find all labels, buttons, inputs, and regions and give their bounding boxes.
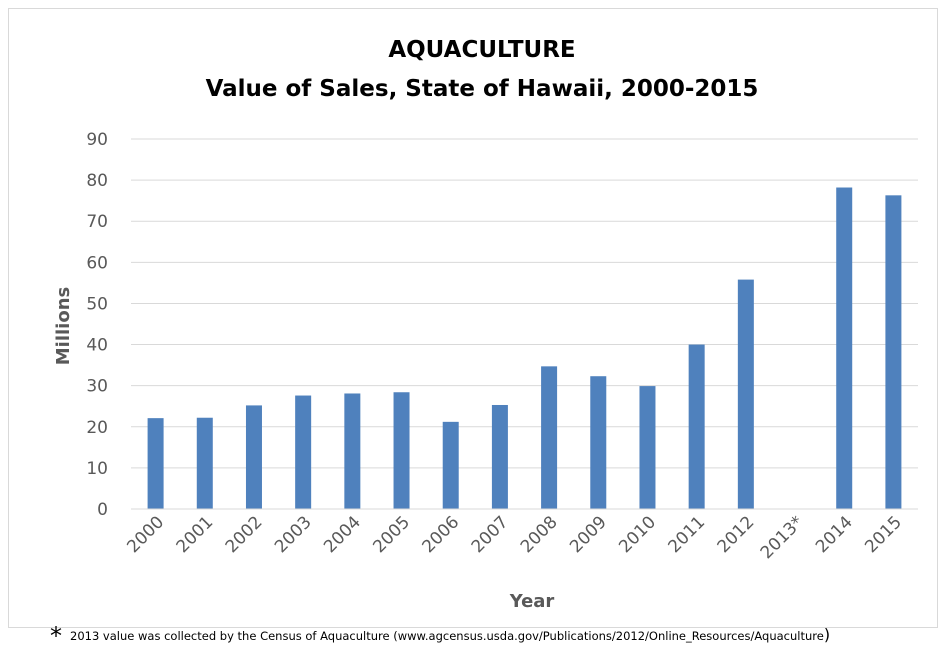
bar-2006 — [442, 421, 459, 509]
footnote-closing: ) — [823, 625, 831, 644]
bar-2015 — [885, 195, 902, 510]
bar-2003 — [295, 395, 312, 509]
x-tick-label: 2002 — [222, 512, 267, 557]
y-tick-label: 40 — [86, 336, 108, 356]
y-axis-tick-labels: 0 10 20 30 40 50 60 70 80 90 — [86, 130, 108, 520]
x-tick-label: 2009 — [566, 512, 611, 557]
x-tick-label: 2010 — [615, 512, 660, 557]
y-tick-label: 0 — [97, 500, 108, 520]
y-tick-label: 90 — [86, 130, 108, 150]
y-tick-label: 50 — [86, 294, 108, 314]
chart-title: AQUACULTURE — [388, 37, 575, 63]
bars — [147, 187, 902, 510]
y-tick-label: 10 — [86, 459, 108, 479]
x-tick-label: 2013* — [757, 512, 808, 563]
bar-2011 — [688, 344, 705, 509]
bar-2005 — [393, 392, 410, 509]
x-tick-label: 2007 — [468, 512, 513, 557]
bar-2007 — [491, 404, 508, 509]
y-axis-title: Millions — [53, 287, 74, 366]
chart-subtitle: Value of Sales, State of Hawaii, 2000-20… — [206, 76, 759, 102]
bar-2008 — [541, 366, 558, 509]
bar-2012 — [737, 279, 754, 509]
bar-2002 — [245, 405, 262, 509]
y-tick-label: 20 — [86, 418, 108, 438]
footnote: * 2013 value was collected by the Census … — [50, 622, 945, 652]
x-axis-tick-labels: 2000 2001 2002 2003 2004 2005 2006 2007 2008 2009… — [123, 512, 906, 563]
bar-2001 — [196, 417, 213, 509]
bar-2004 — [344, 393, 361, 509]
x-tick-label: 2004 — [320, 512, 365, 557]
x-tick-label: 2006 — [419, 512, 464, 557]
footnote-text: 2013 value was collected by the Census o… — [70, 629, 824, 643]
x-tick-label: 2000 — [123, 512, 168, 557]
x-tick-label: 2003 — [271, 512, 316, 557]
x-tick-label: 2015 — [861, 512, 906, 557]
x-tick-label: 2005 — [369, 512, 414, 557]
bar-2009 — [590, 376, 607, 509]
gridlines — [131, 138, 918, 469]
chart-frame — [8, 8, 938, 628]
footnote-marker: * — [50, 622, 62, 650]
x-tick-label: 2014 — [812, 512, 857, 557]
y-tick-label: 80 — [86, 171, 108, 191]
x-tick-label: 2008 — [517, 512, 562, 557]
y-tick-label: 30 — [86, 377, 108, 397]
x-tick-label: 2001 — [173, 512, 218, 557]
x-tick-label: 2012 — [714, 512, 759, 557]
bar-2010 — [639, 386, 656, 509]
y-tick-label: 60 — [86, 253, 108, 273]
x-axis-title: Year — [509, 591, 555, 612]
y-tick-label: 70 — [86, 212, 108, 232]
bar-2000 — [147, 418, 164, 509]
x-tick-label: 2011 — [664, 512, 709, 557]
bar-2014 — [836, 187, 853, 509]
